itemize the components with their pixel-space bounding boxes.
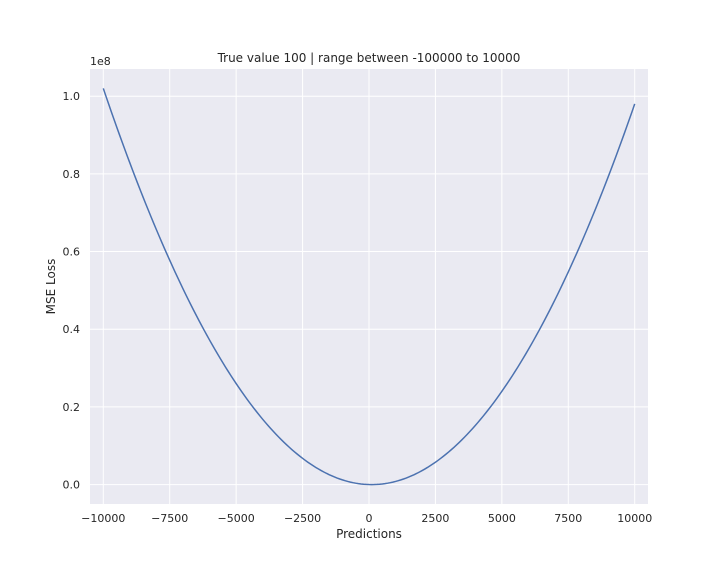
x-tick-labels: −10000 −7500 −5000 −2500 0 2500 5000 7500 10000 xyxy=(81,512,652,525)
x-tick-label: 0 xyxy=(366,512,373,525)
chart-title: True value 100 | range between -100000 t… xyxy=(217,51,521,65)
y-tick-labels: 0.0 0.2 0.4 0.6 0.8 1.0 xyxy=(63,90,81,491)
y-tick-label: 0.0 xyxy=(63,479,81,492)
x-tick-label: −2500 xyxy=(284,512,321,525)
x-tick-label: 5000 xyxy=(488,512,516,525)
x-tick-label: 7500 xyxy=(554,512,582,525)
x-axis-label: Predictions xyxy=(336,527,402,541)
y-tick-label: 0.2 xyxy=(63,401,81,414)
x-tick-label: 10000 xyxy=(617,512,652,525)
y-tick-label: 0.8 xyxy=(63,168,81,181)
y-axis-label: MSE Loss xyxy=(44,259,58,315)
x-tick-label: −5000 xyxy=(218,512,255,525)
y-axis-offset-label: 1e8 xyxy=(90,55,111,68)
y-tick-label: 1.0 xyxy=(63,90,81,103)
mse-loss-series-line xyxy=(102,88,636,486)
x-tick-label: −7500 xyxy=(151,512,188,525)
y-tick-label: 0.4 xyxy=(63,323,81,336)
x-tick-label: −10000 xyxy=(81,512,125,525)
x-tick-label: 2500 xyxy=(421,512,449,525)
y-tick-label: 0.6 xyxy=(63,246,81,259)
